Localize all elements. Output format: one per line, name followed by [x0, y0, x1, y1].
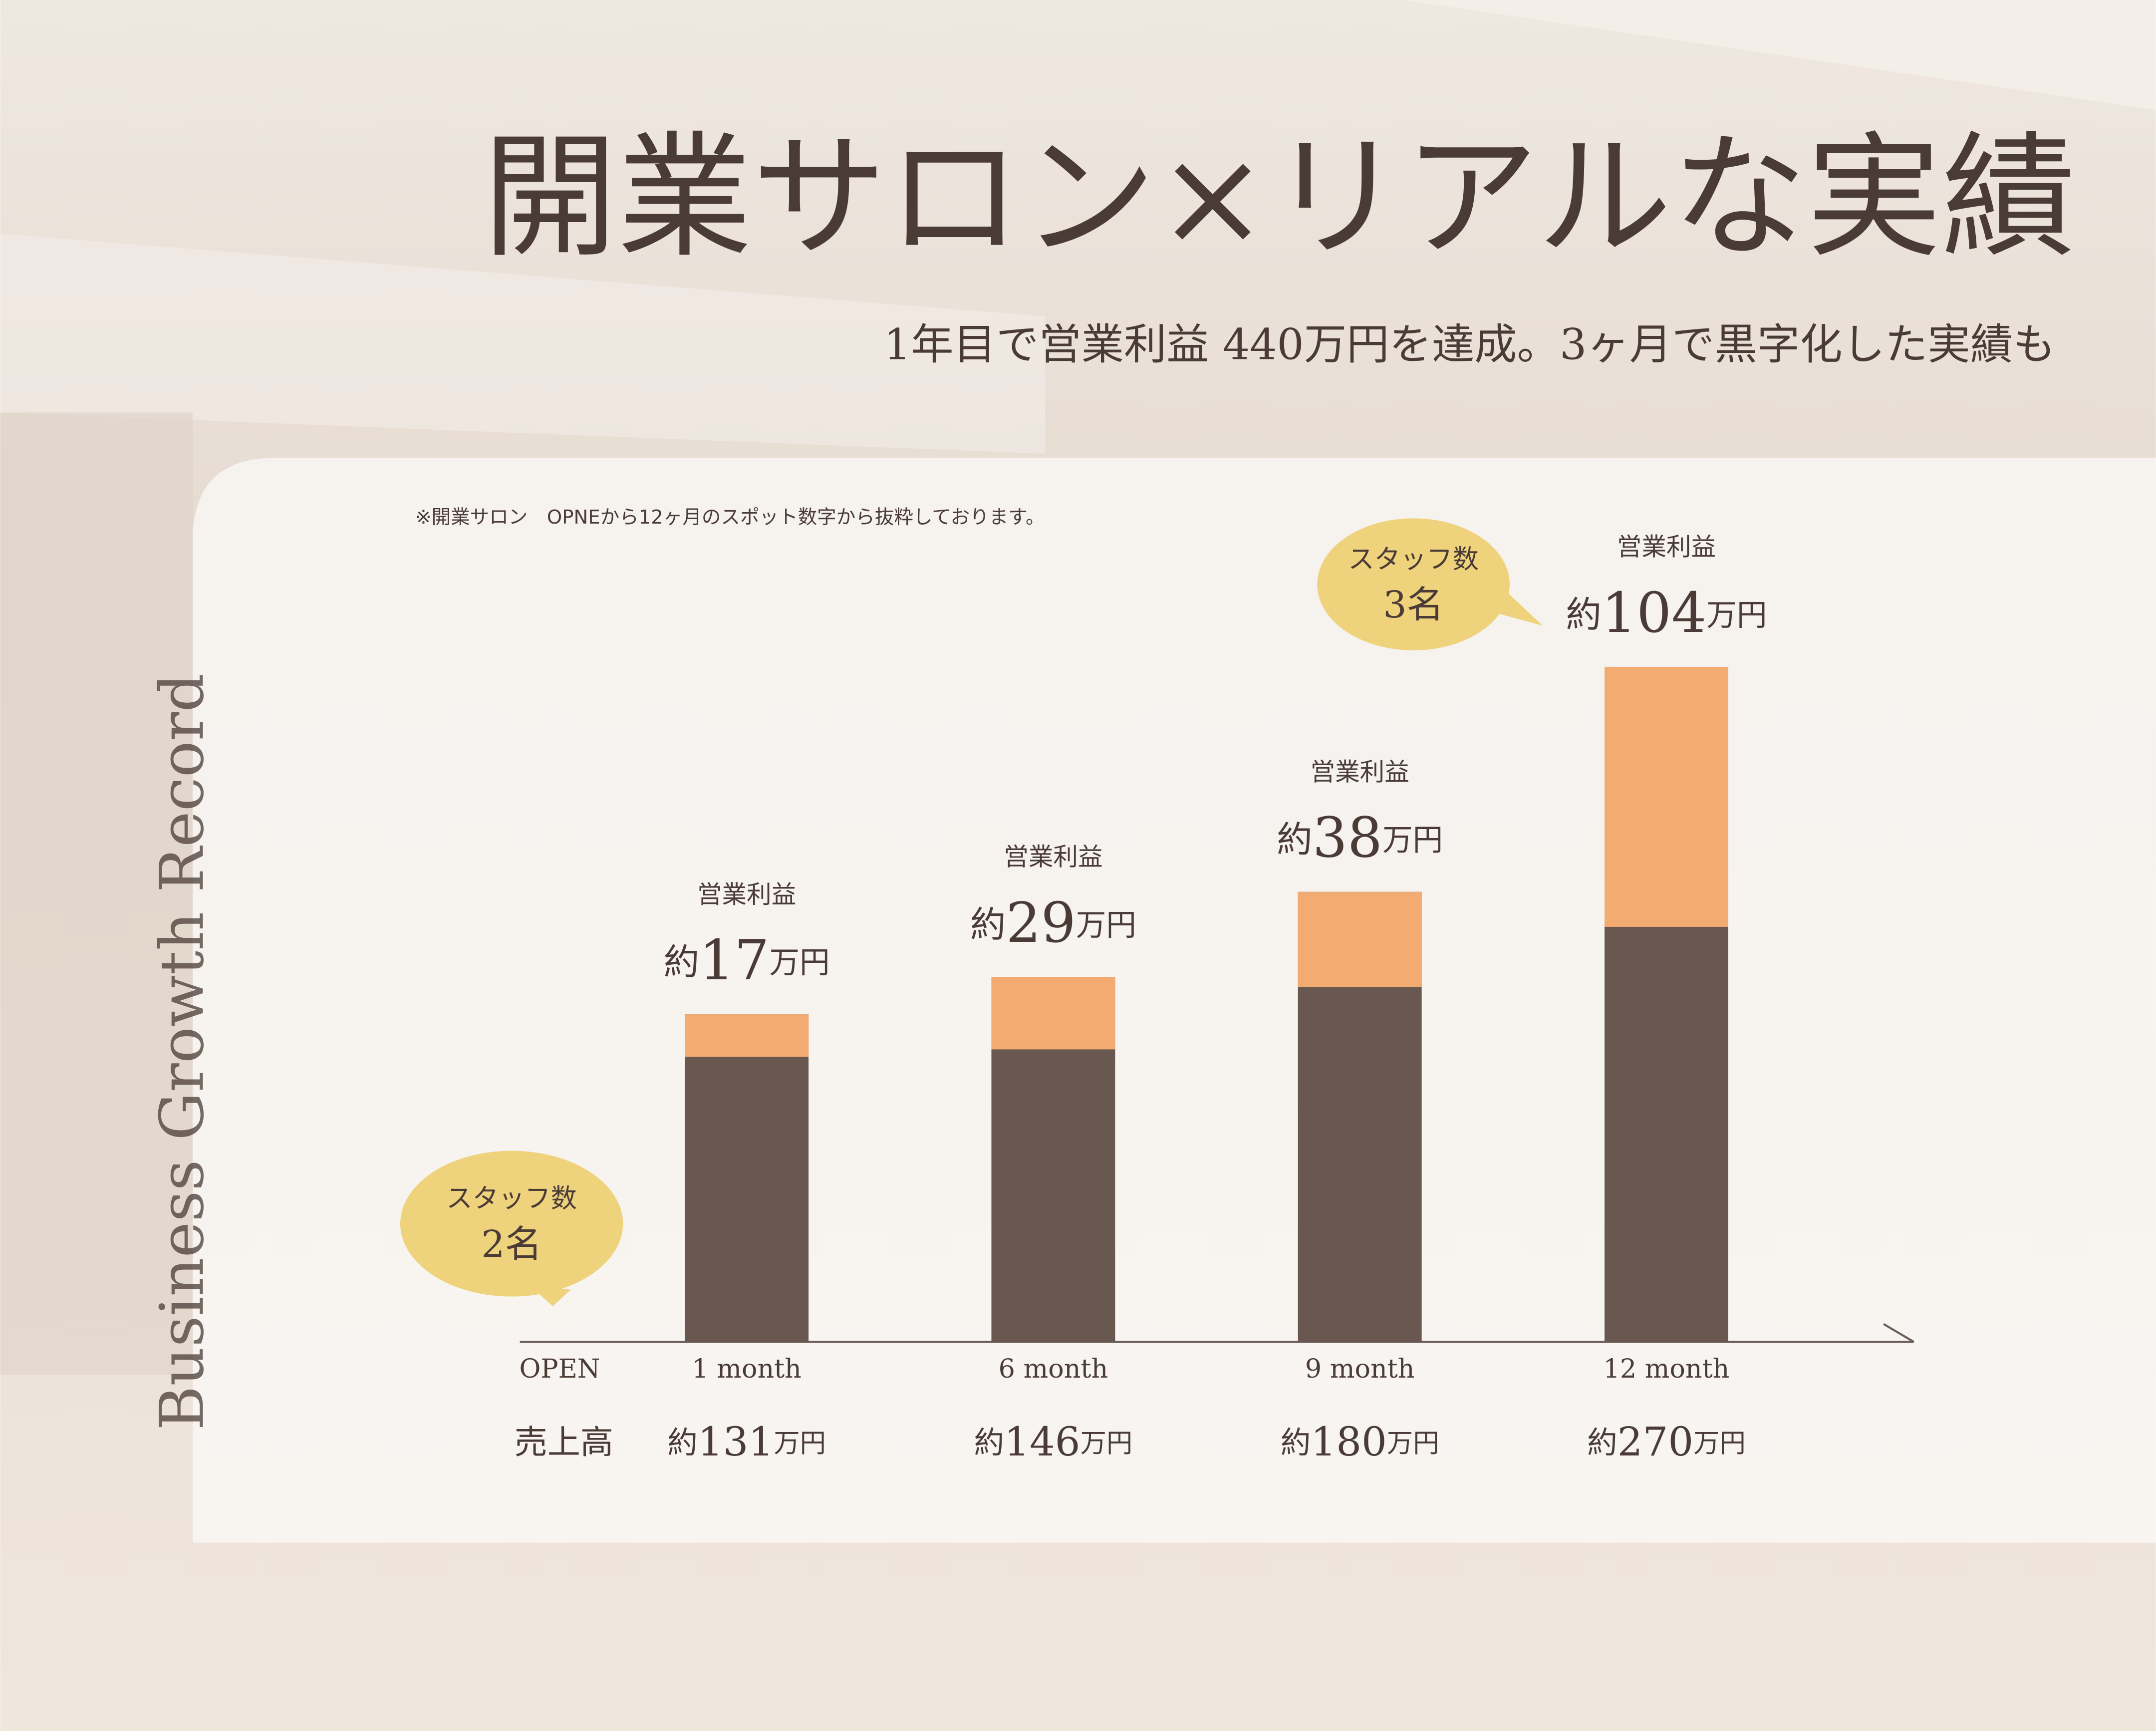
value-prefix: 約: [1587, 1426, 1617, 1460]
revenue-label: 約131万円: [667, 1419, 826, 1465]
profit-name: 営業利益: [697, 880, 796, 909]
bubble: [400, 1151, 623, 1297]
value-number: 29: [1006, 891, 1076, 955]
bubble-label: スタッフ数: [1348, 544, 1479, 575]
panel: [193, 458, 2156, 1543]
window: [0, 412, 193, 1375]
x-tick-label: 9 month: [1305, 1354, 1414, 1384]
bar-profit: [685, 1014, 809, 1057]
revenue-label: 約180万円: [1281, 1419, 1439, 1465]
value-unit: 万円: [1693, 1428, 1746, 1458]
value-number: 146: [1004, 1419, 1080, 1465]
profit-label: 約29万円: [970, 891, 1136, 955]
bubble-label: スタッフ数: [446, 1183, 577, 1214]
bubble: [1317, 518, 1510, 650]
value-prefix: 約: [1277, 819, 1313, 860]
value-number: 17: [699, 928, 769, 992]
axis-arrow: [1883, 1323, 1914, 1343]
value-prefix: 約: [1281, 1426, 1311, 1460]
value-number: 104: [1602, 581, 1706, 645]
subtitle: 1年目で営業利益 440万円を達成。3ヶ月で黒字化した実績も: [884, 320, 2056, 369]
profit-label: 約38万円: [1277, 806, 1443, 870]
profit-name: 営業利益: [1004, 843, 1102, 871]
value-unit: 万円: [1076, 908, 1136, 943]
x-tick-label: 1 month: [692, 1354, 801, 1384]
x-tick-label: 12 month: [1604, 1354, 1730, 1384]
title: 開業サロン×リアルな実績: [483, 119, 2076, 276]
value-unit: 万円: [774, 1428, 826, 1458]
wall-light: [0, 234, 1045, 454]
value-unit: 万円: [769, 945, 829, 980]
value-prefix: 約: [667, 1426, 698, 1460]
bubble-text: 3名: [1383, 583, 1444, 626]
bar-profit: [991, 977, 1115, 1050]
ceiling-light: [523, 0, 2156, 110]
value-number: 131: [698, 1419, 774, 1465]
value-unit: 万円: [1382, 823, 1443, 858]
origin-label: OPEN: [519, 1354, 600, 1384]
revenue-label: 約146万円: [974, 1419, 1133, 1465]
value-unit: 万円: [1080, 1428, 1133, 1458]
value-prefix: 約: [664, 941, 700, 983]
bar-profit: [1298, 891, 1422, 987]
side-text: Business Growth Record: [147, 673, 218, 1431]
value-prefix: 約: [1566, 593, 1602, 635]
value-number: 180: [1311, 1419, 1386, 1465]
value-prefix: 約: [974, 1426, 1005, 1460]
value-prefix: 約: [970, 903, 1006, 945]
profit-label: 約17万円: [664, 928, 830, 992]
revenue-label: 約270万円: [1587, 1419, 1746, 1465]
x-tick-label: 6 month: [999, 1354, 1108, 1384]
profit-name: 営業利益: [1311, 757, 1409, 786]
note: ※開業サロン OPNEから12ヶ月のスポット数字から抜粋しております。: [415, 506, 1045, 529]
profit-label: 約104万円: [1566, 581, 1767, 645]
value-number: 38: [1313, 806, 1382, 870]
profit-name: 営業利益: [1617, 533, 1716, 562]
bar-profit: [1604, 666, 1728, 927]
value-unit: 万円: [1387, 1428, 1439, 1458]
value-unit: 万円: [1706, 597, 1767, 632]
value-number: 270: [1617, 1419, 1693, 1465]
bubble-text: 2名: [481, 1222, 542, 1266]
bar-revenue: [685, 1014, 809, 1342]
row-label: 売上高: [515, 1423, 613, 1461]
